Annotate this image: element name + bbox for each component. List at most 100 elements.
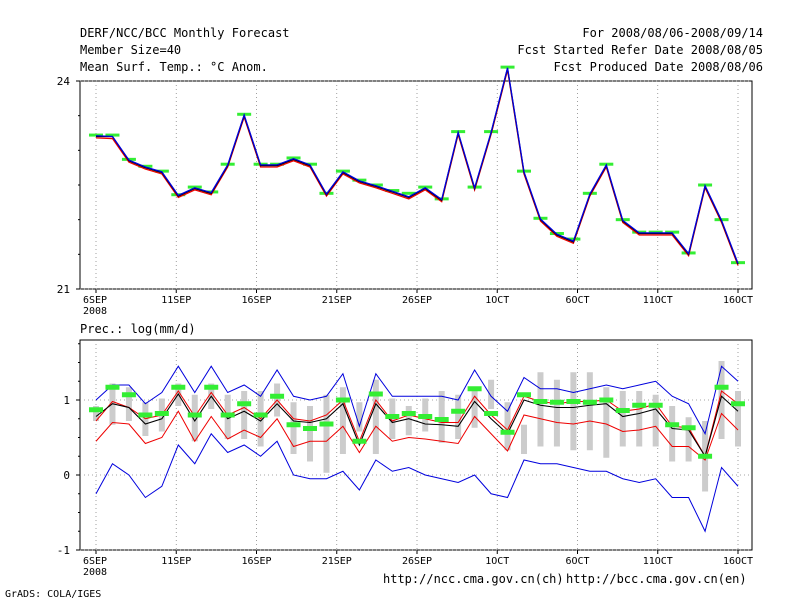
percentile-bar [290, 402, 297, 454]
ensemble-mean-marker [648, 402, 663, 408]
ensemble-mean-marker [89, 407, 103, 413]
ensemble-mean-marker [582, 399, 597, 405]
series-median [95, 392, 739, 458]
fcst-produced-date: Fcst Produced Date 2008/08/06 [553, 60, 763, 74]
x-tick-label: 16SEP [241, 295, 271, 306]
ensemble-mean-marker [105, 384, 120, 390]
plot-frame [79, 339, 753, 551]
ensemble-mean-marker [632, 402, 647, 408]
ensemble-mean-marker [237, 401, 252, 407]
percentile-bar [586, 372, 593, 451]
ensemble-mean-marker [303, 426, 317, 431]
ensemble-mean-marker [615, 408, 630, 413]
x-tick-label: 26SEP [402, 556, 432, 567]
ensemble-mean-marker [319, 421, 334, 427]
ensemble-mean-marker [549, 399, 564, 405]
percentile-bar [521, 424, 527, 454]
percentile-bar [603, 387, 610, 458]
ensemble-mean-marker [286, 422, 301, 428]
bcc-url-link[interactable]: http://bcc.cma.gov.cn(en) [566, 572, 747, 586]
ensemble-mean-marker [484, 411, 499, 416]
chart-title: DERF/NCC/BCC Monthly Forecast [80, 26, 290, 40]
percentile-bar [241, 391, 248, 439]
x-tick-label: 16OCT [723, 556, 753, 567]
ensemble-mean-marker [368, 391, 383, 397]
series-ensemble-min [95, 69, 739, 266]
ensemble-mean-marker [121, 392, 136, 398]
x-tick-label: 1OCT [485, 556, 509, 567]
percentile-bar [685, 417, 692, 462]
percentile-bar [323, 394, 330, 473]
member-size-label: Member Size=40 [80, 43, 182, 57]
x-tick-label: 16OCT [723, 295, 753, 306]
x-tick-label: 6SEP [83, 556, 107, 567]
x-tick-label: 26SEP [402, 295, 432, 306]
x-tick-label: 6OCT [565, 295, 589, 306]
percentile-bar [125, 387, 132, 421]
y-tick-label: 0 [63, 469, 70, 482]
percentile-bar [553, 379, 560, 447]
percentile-bar [191, 394, 198, 442]
series-blue-upper [95, 365, 739, 436]
plot-frame [79, 80, 753, 290]
ensemble-mean-marker [220, 412, 235, 418]
ensemble-mean-marker [434, 417, 449, 422]
ensemble-mean-marker [714, 384, 729, 390]
ensemble-mean-marker [451, 408, 466, 414]
percentile-bar [652, 394, 659, 447]
percentile-bar [718, 361, 725, 439]
x-tick-label: 21SEP [322, 556, 352, 567]
ensemble-mean-marker [698, 453, 713, 459]
panel-0: 6SEP 11SEP 16SEP 21SEP 26SEP 1OCT 6OCT 11OCT 16O… [57, 65, 753, 317]
ensemble-mean-marker [138, 412, 153, 418]
ensemble-mean-marker [418, 414, 433, 419]
series-blue-lower [95, 432, 739, 533]
ensemble-mean-marker [566, 399, 581, 404]
ensemble-mean-marker [731, 401, 745, 407]
ensemble-mean-marker [352, 438, 367, 444]
ensemble-mean-marker [599, 397, 614, 403]
ensemble-mean-marker [187, 412, 202, 418]
ensemble-mean-marker [335, 397, 350, 403]
percentile-bar [455, 394, 462, 439]
x-tick-label: 6OCT [565, 556, 589, 567]
forecast-period: For 2008/08/06-2008/09/14 [582, 26, 763, 40]
ensemble-mean-marker [467, 386, 482, 392]
ensemble-mean-marker [154, 411, 169, 416]
ensemble-mean-marker [171, 384, 186, 390]
x-tick-label: 11SEP [161, 295, 191, 306]
ensemble-mean-marker [517, 392, 531, 398]
ensemble-mean-marker [204, 384, 219, 390]
x-tick-label: 11OCT [643, 295, 673, 306]
x-tick-label: 1OCT [485, 295, 509, 306]
ensemble-mean-marker [385, 414, 400, 419]
y-tick-label: 21 [57, 283, 70, 296]
percentile-bar [307, 406, 313, 462]
percentile-bar [537, 372, 544, 447]
percentile-bar [356, 402, 363, 432]
panel-1: 6SEP 11SEP 16SEP 21SEP 26SEP 1OCT 6OCT 11OCT 16O… [57, 339, 753, 578]
ensemble-mean-marker [401, 411, 416, 416]
percentile-bar [619, 391, 626, 447]
ensemble-mean-marker [500, 429, 515, 435]
ensemble-mean-marker [533, 399, 548, 404]
ensemble-mean-marker [681, 425, 696, 431]
y-tick-label: 1 [63, 394, 70, 407]
x-tick-label: 21SEP [322, 295, 352, 306]
percentile-bar [735, 391, 741, 447]
y-tick-label: -1 [57, 544, 70, 557]
percentile-bar [636, 391, 643, 447]
percentile-bar [405, 406, 412, 436]
percentile-bar [471, 387, 478, 428]
ensemble-mean-marker [253, 412, 268, 418]
x-tick-label: 16SEP [241, 556, 271, 567]
x-tick-label: 6SEP [83, 295, 107, 306]
precip-panel-title: Prec.: log(mm/d) [80, 322, 196, 336]
x-tick-sublabel: 2008 [83, 306, 107, 317]
y-tick-label: 24 [57, 75, 71, 88]
ncc-url-link[interactable]: http://ncc.cma.gov.cn(ch) [383, 572, 564, 586]
series-control [95, 67, 739, 264]
ensemble-mean-marker [665, 422, 680, 428]
variable-label: Mean Surf. Temp.: °C Anom. [80, 60, 268, 74]
